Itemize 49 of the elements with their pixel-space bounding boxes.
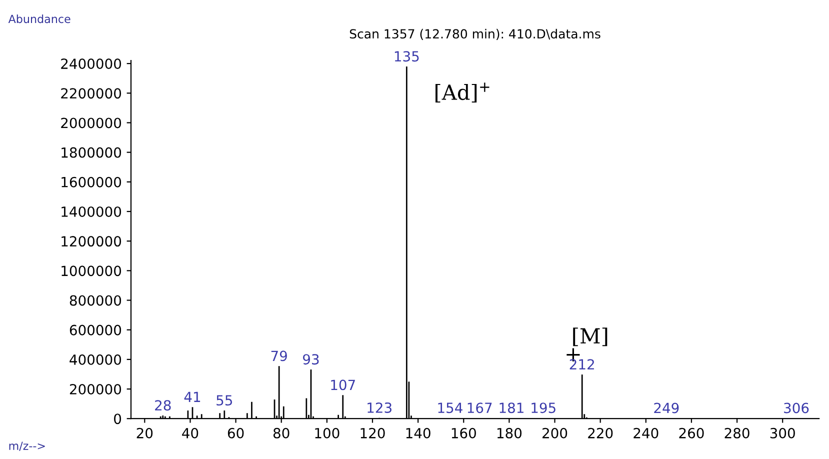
y-tick-label: 1400000 — [62, 206, 122, 217]
annotation: 93 — [303, 354, 319, 365]
y-tick-label: 1600000 — [62, 176, 122, 188]
x-tick-label: 40 — [182, 428, 198, 438]
y-tick-label: 1800000 — [62, 147, 122, 158]
x-tick-label: 180 — [497, 428, 522, 438]
y-tick-label: 200000 — [70, 384, 122, 394]
annotation: 249 — [654, 402, 679, 414]
x-tick-label: 260 — [679, 428, 704, 438]
annotation: 181 — [500, 402, 524, 414]
x-tick-label: 220 — [588, 428, 613, 438]
annotation: 28 — [155, 400, 171, 411]
annotation: 123 — [368, 402, 392, 413]
annotation: 55 — [216, 395, 232, 406]
y-tick-label: 400000 — [70, 354, 122, 365]
y-axis-title: Abundance — [8, 14, 70, 24]
annotation: 167 — [468, 402, 492, 414]
x-tick-label: 300 — [770, 428, 795, 438]
y-tick-label: 1000000 — [62, 266, 122, 276]
y-tick-label: 2000000 — [61, 118, 122, 128]
annotation: 79 — [271, 350, 287, 362]
y-tick-label: 1200000 — [62, 236, 122, 247]
x-tick-label: 200 — [542, 428, 568, 438]
x-tick-label: 100 — [315, 428, 340, 438]
y-tick-label: 2400000 — [61, 58, 122, 70]
x-tick-label: 60 — [228, 428, 244, 438]
x-tick-label: 240 — [634, 428, 658, 438]
y-tick-label: 600000 — [70, 324, 122, 336]
x-tick-label: 160 — [452, 428, 476, 438]
annotation: 135 — [394, 51, 419, 62]
annotation: [Ad]$^{+}$ — [436, 82, 490, 103]
x-axis-title: m/z--> — [9, 442, 45, 451]
x-tick-label: 280 — [724, 428, 750, 438]
annotation: + — [566, 348, 580, 362]
annotation: 212 — [570, 359, 594, 370]
x-tick-label: 20 — [136, 428, 153, 438]
x-tick-label: 80 — [273, 428, 290, 438]
y-tick-label: 800000 — [70, 295, 122, 306]
x-tick-label: 140 — [406, 428, 430, 438]
x-tick-label: 120 — [360, 428, 385, 438]
y-tick-label: 0 — [114, 414, 122, 424]
annotation: 195 — [532, 402, 556, 414]
annotation: [M] — [573, 328, 608, 346]
annotation: 107 — [331, 380, 355, 390]
annotation: 41 — [184, 392, 200, 402]
chart-title: Scan 1357 (12.780 min): 410.D\data.ms — [350, 28, 600, 40]
y-tick-label: 2200000 — [61, 88, 122, 99]
annotation: 154 — [438, 402, 462, 414]
annotation: 306 — [784, 402, 809, 414]
